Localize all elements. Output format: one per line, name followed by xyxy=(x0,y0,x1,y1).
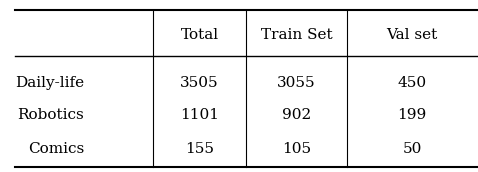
Text: Val set: Val set xyxy=(386,28,437,42)
Text: Comics: Comics xyxy=(28,142,84,156)
Text: Total: Total xyxy=(181,28,218,42)
Text: 1101: 1101 xyxy=(180,108,219,122)
Text: 3505: 3505 xyxy=(180,76,219,90)
Text: 155: 155 xyxy=(185,142,214,156)
Text: Train Set: Train Set xyxy=(261,28,332,42)
Text: 105: 105 xyxy=(282,142,311,156)
Text: Daily-life: Daily-life xyxy=(15,76,84,90)
Text: 902: 902 xyxy=(282,108,311,122)
Text: 199: 199 xyxy=(397,108,426,122)
Text: 50: 50 xyxy=(402,142,422,156)
Text: 3055: 3055 xyxy=(277,76,316,90)
Text: 450: 450 xyxy=(397,76,426,90)
Text: Robotics: Robotics xyxy=(17,108,84,122)
